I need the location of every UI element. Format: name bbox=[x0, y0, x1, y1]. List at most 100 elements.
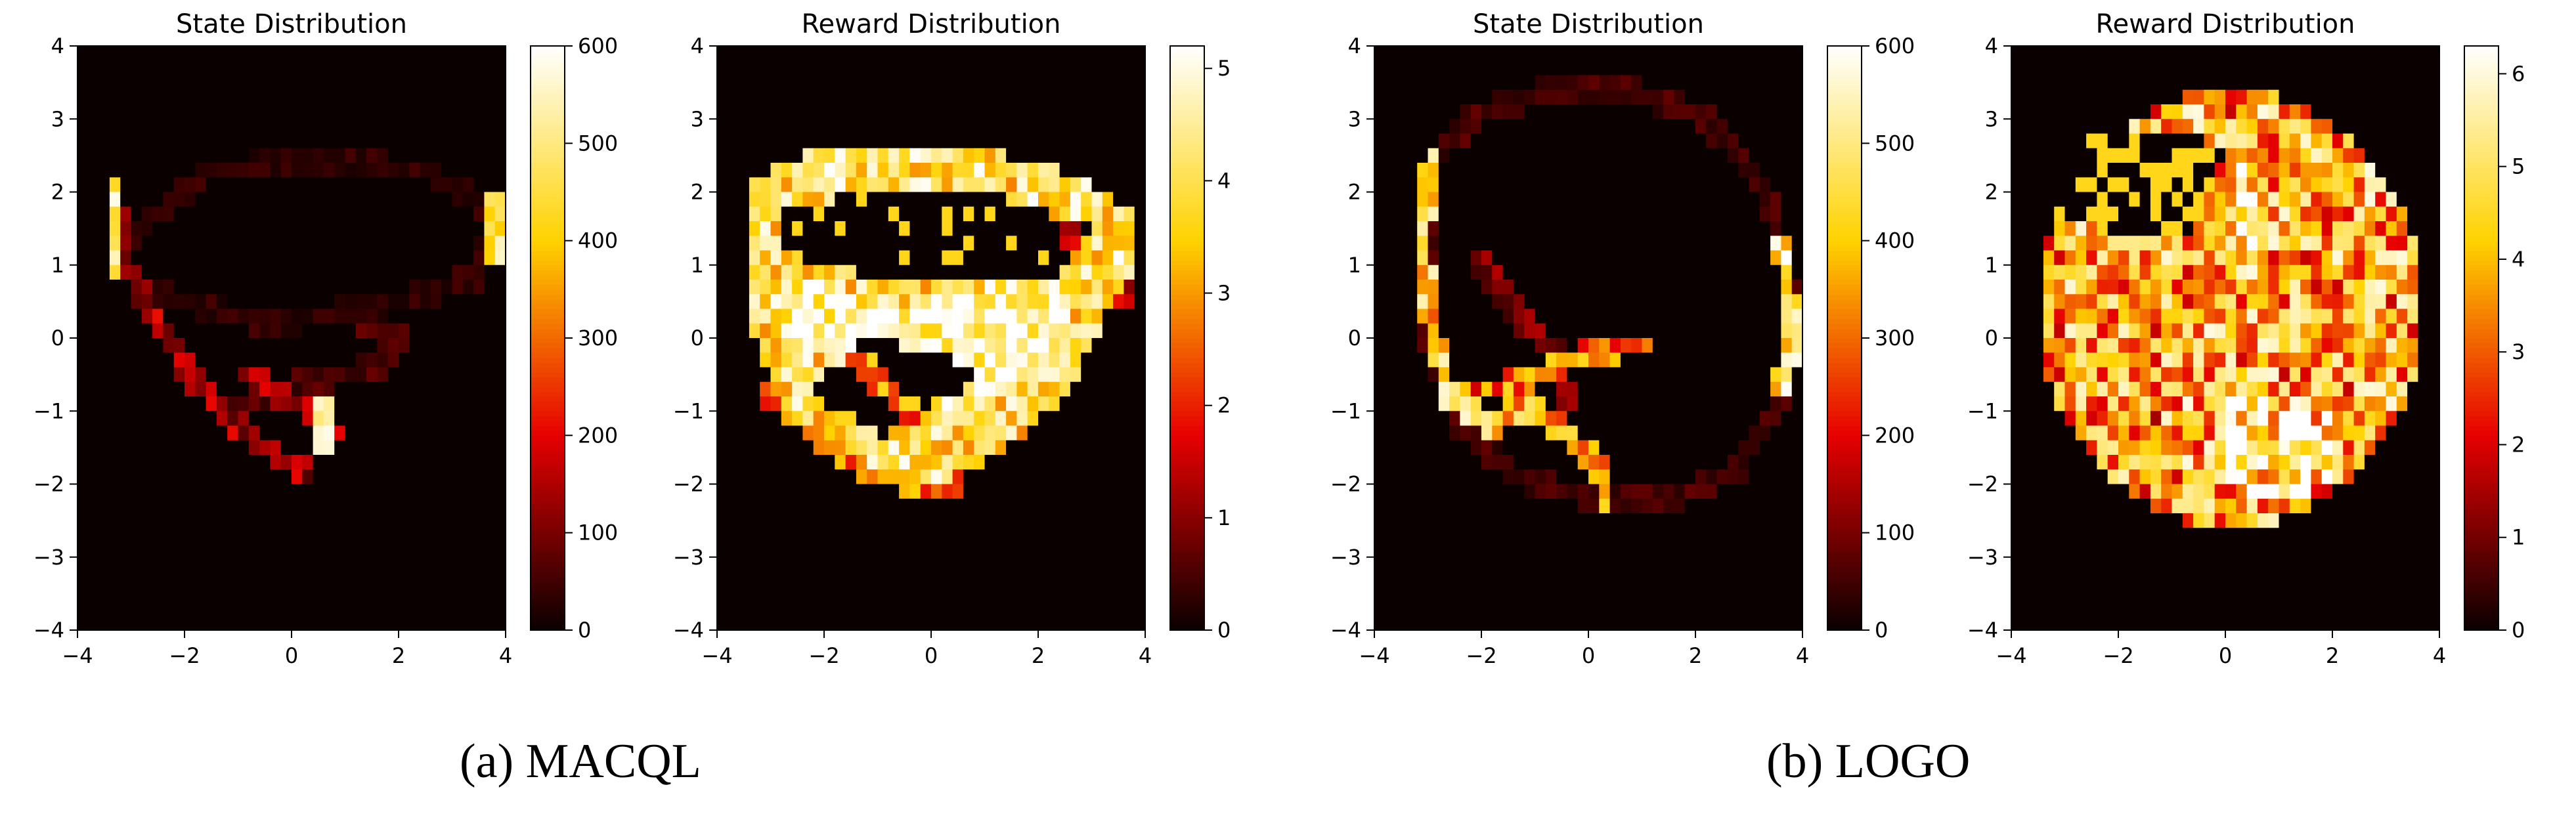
heatmap-cell bbox=[1102, 280, 1114, 295]
heatmap-cell bbox=[813, 542, 825, 558]
heatmap-cell bbox=[1428, 206, 1439, 222]
heatmap-cell bbox=[1417, 411, 1429, 427]
heatmap-cell bbox=[845, 163, 857, 178]
heatmap-cell bbox=[387, 601, 399, 616]
heatmap-cell bbox=[1695, 352, 1707, 368]
heatmap-cell bbox=[1631, 542, 1643, 558]
heatmap-cell bbox=[1460, 425, 1472, 441]
heatmap-cell bbox=[1588, 367, 1600, 383]
heatmap-cell bbox=[1385, 381, 1397, 397]
heatmap-cell bbox=[1102, 89, 1114, 105]
heatmap-cell bbox=[1428, 265, 1439, 280]
heatmap-cell bbox=[387, 177, 399, 193]
heatmap-cell bbox=[1706, 177, 1718, 193]
heatmap-cell bbox=[1674, 469, 1686, 485]
heatmap-cell bbox=[1545, 572, 1557, 587]
heatmap-cell bbox=[334, 89, 346, 105]
heatmap-cell bbox=[1727, 455, 1739, 470]
heatmap-cell bbox=[963, 513, 974, 528]
heatmap-cell bbox=[1609, 250, 1621, 266]
heatmap-cell bbox=[770, 133, 782, 149]
heatmap-cell bbox=[1481, 60, 1493, 76]
heatmap-cell bbox=[1642, 308, 1653, 324]
heatmap-cell bbox=[195, 586, 207, 602]
heatmap-cell bbox=[292, 177, 303, 193]
heatmap-cell bbox=[1556, 440, 1567, 456]
heatmap-cell bbox=[1502, 148, 1514, 163]
heatmap-cell bbox=[813, 133, 825, 149]
colorbar-segment bbox=[531, 153, 565, 159]
heatmap-cell bbox=[1684, 265, 1696, 280]
heatmap-cell bbox=[227, 265, 239, 280]
colorbar-segment bbox=[531, 250, 565, 256]
heatmap-cell bbox=[334, 192, 346, 207]
heatmap-cell bbox=[494, 542, 506, 558]
heatmap-cell bbox=[141, 308, 153, 324]
heatmap-cell bbox=[409, 411, 421, 427]
heatmap-cell bbox=[1113, 484, 1124, 499]
heatmap-cell bbox=[1374, 177, 1386, 193]
heatmap-cell bbox=[141, 352, 153, 368]
heatmap-cell bbox=[813, 192, 825, 207]
heatmap-cell bbox=[1091, 352, 1103, 368]
heatmap-cell bbox=[1481, 75, 1493, 91]
heatmap-cell bbox=[98, 163, 110, 178]
heatmap-cell bbox=[1556, 352, 1567, 368]
heatmap-cell bbox=[717, 338, 728, 353]
heatmap-cell bbox=[313, 528, 324, 543]
heatmap-cell bbox=[1470, 528, 1482, 543]
heatmap-cell bbox=[1438, 177, 1450, 193]
heatmap-cell bbox=[206, 60, 217, 76]
heatmap-cell bbox=[120, 148, 132, 163]
heatmap-cell bbox=[462, 381, 474, 397]
heatmap-cell bbox=[963, 308, 974, 324]
heatmap-cell bbox=[238, 601, 250, 616]
heatmap-cell bbox=[824, 513, 835, 528]
heatmap-cell bbox=[1513, 352, 1525, 368]
heatmap-cell bbox=[974, 148, 986, 163]
heatmap-cell bbox=[760, 133, 772, 149]
heatmap-cell bbox=[1513, 177, 1525, 193]
heatmap-cell bbox=[323, 586, 335, 602]
colorbar-segment bbox=[1170, 347, 1204, 353]
heatmap-cell bbox=[109, 615, 121, 631]
heatmap-cell bbox=[109, 572, 121, 587]
colorbar-segment bbox=[531, 522, 565, 528]
colorbar-segment bbox=[1170, 274, 1204, 280]
heatmap-cell bbox=[781, 601, 793, 616]
heatmap-cell bbox=[1588, 440, 1600, 456]
heatmap-cell bbox=[984, 455, 996, 470]
heatmap-cell bbox=[1663, 338, 1674, 353]
heatmap-cell bbox=[1599, 455, 1611, 470]
heatmap-cell bbox=[355, 528, 367, 543]
heatmap-cell bbox=[1027, 221, 1039, 236]
heatmap-cell bbox=[1385, 411, 1397, 427]
heatmap-cell bbox=[1038, 265, 1049, 280]
heatmap-cell bbox=[1609, 484, 1621, 499]
heatmap-cell bbox=[899, 308, 910, 324]
heatmap-cell bbox=[792, 586, 803, 602]
heatmap-cell bbox=[430, 425, 442, 441]
colorbar-segment bbox=[1170, 265, 1204, 270]
heatmap-cell bbox=[1374, 381, 1386, 397]
heatmap-cell bbox=[888, 177, 900, 193]
heatmap-cell bbox=[781, 542, 793, 558]
heatmap-cell bbox=[120, 528, 132, 543]
heatmap-cell bbox=[1374, 148, 1386, 163]
heatmap-cell bbox=[1695, 294, 1707, 310]
heatmap-cell bbox=[1663, 221, 1674, 236]
heatmap-cell bbox=[1770, 236, 1781, 251]
heatmap-cell bbox=[270, 484, 282, 499]
heatmap-cell bbox=[931, 192, 942, 207]
heatmap-cell bbox=[1556, 46, 1567, 61]
heatmap-cell bbox=[1599, 381, 1611, 397]
heatmap-cell bbox=[334, 163, 346, 178]
heatmap-cell bbox=[1663, 367, 1674, 383]
heatmap-cell bbox=[1470, 308, 1482, 324]
heatmap-cell bbox=[1556, 381, 1567, 397]
heatmap-cell bbox=[1738, 498, 1750, 514]
heatmap-cell bbox=[1620, 46, 1632, 61]
heatmap-cell bbox=[1663, 308, 1674, 324]
heatmap-cell bbox=[1091, 265, 1103, 280]
heatmap-cell bbox=[1684, 513, 1696, 528]
